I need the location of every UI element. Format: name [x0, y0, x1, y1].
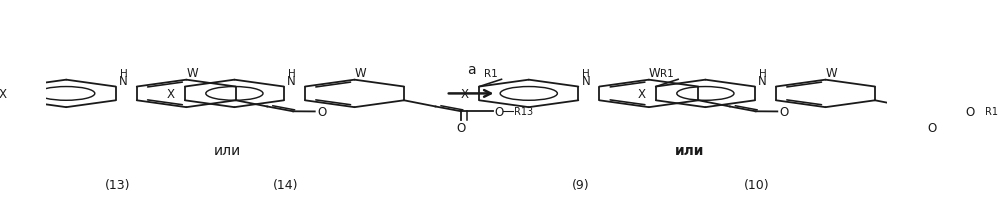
Text: N: N — [758, 74, 766, 88]
Text: W: W — [187, 67, 198, 80]
Text: O: O — [779, 105, 789, 118]
Text: X: X — [461, 88, 469, 100]
Text: (9): (9) — [572, 178, 589, 191]
Text: H: H — [758, 69, 766, 79]
Text: (10): (10) — [745, 178, 769, 191]
Text: H: H — [287, 69, 295, 79]
Text: (14): (14) — [273, 178, 298, 191]
Text: или: или — [675, 143, 705, 157]
Text: X: X — [167, 88, 175, 100]
Text: O: O — [494, 105, 504, 118]
Text: N: N — [582, 74, 591, 88]
Text: N: N — [287, 74, 296, 88]
Text: O: O — [317, 105, 326, 118]
Text: X: X — [638, 88, 646, 100]
Text: X: X — [0, 88, 6, 100]
Text: R1: R1 — [661, 69, 674, 79]
Text: W: W — [354, 67, 366, 80]
Text: R13: R13 — [514, 107, 534, 117]
Text: или: или — [214, 143, 241, 157]
Text: N: N — [119, 74, 128, 88]
Text: H: H — [120, 69, 128, 79]
Text: R1: R1 — [484, 69, 497, 79]
Text: a: a — [467, 63, 475, 77]
Text: R13: R13 — [985, 107, 998, 117]
Text: H: H — [582, 69, 590, 79]
Text: W: W — [825, 67, 837, 80]
Text: (13): (13) — [105, 178, 131, 191]
Text: O: O — [927, 121, 937, 134]
Text: O: O — [965, 105, 975, 118]
Text: W: W — [649, 67, 661, 80]
Text: O: O — [457, 121, 466, 134]
